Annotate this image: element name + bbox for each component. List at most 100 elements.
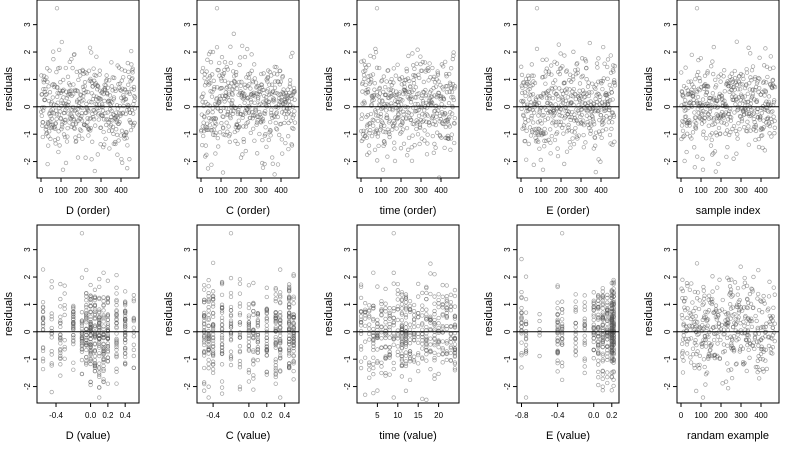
data-point	[452, 361, 458, 367]
data-point	[51, 82, 56, 87]
data-point	[390, 127, 395, 132]
data-point	[559, 231, 565, 236]
data-point	[432, 341, 437, 346]
data-point	[255, 347, 260, 352]
x-tick-label: 300	[254, 186, 268, 195]
data-point	[371, 55, 377, 60]
data-point	[220, 170, 226, 175]
data-point	[372, 87, 377, 92]
data-point	[700, 167, 706, 172]
data-point	[566, 125, 571, 130]
data-point	[97, 336, 102, 341]
data-point	[735, 87, 741, 92]
data-point	[591, 312, 596, 317]
data-point	[88, 341, 93, 347]
data-point	[553, 85, 558, 90]
data-point	[524, 128, 529, 133]
data-point	[611, 323, 616, 329]
data-point	[202, 330, 207, 335]
data-point	[271, 99, 276, 104]
data-point	[770, 332, 776, 338]
data-point	[701, 284, 706, 290]
data-point	[291, 126, 296, 131]
x-tick-label: 20	[434, 411, 443, 420]
data-point	[216, 144, 221, 149]
data-point	[560, 96, 565, 101]
data-point	[753, 364, 759, 370]
data-point	[251, 312, 256, 318]
data-point	[269, 73, 274, 78]
data-point	[289, 93, 294, 98]
data-point	[416, 314, 421, 320]
data-point	[79, 333, 85, 339]
data-point	[449, 89, 455, 95]
data-point	[598, 94, 603, 99]
data-point	[537, 312, 542, 317]
data-point	[411, 320, 417, 326]
y-tick-label: -2	[663, 382, 672, 390]
data-point	[523, 336, 529, 341]
data-point	[202, 388, 207, 393]
data-point	[713, 77, 718, 83]
data-point	[96, 84, 101, 89]
data-point	[93, 123, 98, 128]
data-point	[443, 124, 448, 130]
data-point	[445, 133, 450, 139]
data-point	[438, 134, 443, 139]
data-point	[679, 123, 685, 128]
data-point	[256, 95, 261, 100]
data-point	[131, 87, 136, 92]
data-point	[203, 143, 208, 148]
data-point	[420, 332, 425, 337]
data-point	[708, 347, 713, 352]
data-point	[109, 84, 114, 89]
data-point	[97, 395, 102, 400]
data-point	[123, 361, 128, 367]
data-point	[287, 326, 292, 332]
data-point	[123, 300, 128, 305]
data-point	[273, 296, 278, 302]
data-point	[452, 360, 458, 365]
data-point	[243, 124, 249, 129]
data-point	[60, 124, 65, 130]
data-point	[523, 328, 529, 334]
data-point	[396, 115, 401, 120]
data-point	[729, 367, 734, 372]
data-point	[555, 320, 560, 325]
data-point	[387, 316, 392, 321]
data-point	[526, 141, 531, 147]
data-point	[416, 281, 421, 287]
data-point	[389, 76, 394, 82]
data-point	[264, 77, 269, 82]
data-point	[411, 63, 416, 68]
data-point	[375, 324, 380, 329]
data-point	[83, 155, 88, 160]
x-tick-label: 400	[274, 186, 288, 195]
data-point	[210, 335, 216, 340]
data-point	[200, 65, 206, 71]
data-point	[383, 333, 388, 338]
data-point	[247, 82, 252, 87]
data-point	[731, 347, 737, 353]
data-point	[105, 278, 111, 283]
data-point	[278, 320, 283, 325]
data-point	[371, 326, 376, 332]
x-tick-label: 0.0	[588, 411, 600, 420]
data-point	[377, 98, 382, 103]
data-point	[414, 126, 419, 132]
data-point	[237, 330, 243, 335]
data-point	[546, 88, 551, 93]
data-point	[684, 149, 689, 155]
data-point	[114, 312, 119, 317]
data-point	[720, 381, 725, 386]
data-point	[440, 351, 445, 356]
data-point	[381, 89, 386, 95]
data-point	[228, 357, 234, 362]
data-point	[738, 87, 743, 92]
data-point	[273, 381, 278, 386]
y-tick-label: 0	[183, 329, 192, 334]
data-point	[439, 102, 444, 107]
data-point	[387, 134, 392, 140]
data-point	[287, 346, 292, 351]
data-point	[58, 320, 63, 326]
